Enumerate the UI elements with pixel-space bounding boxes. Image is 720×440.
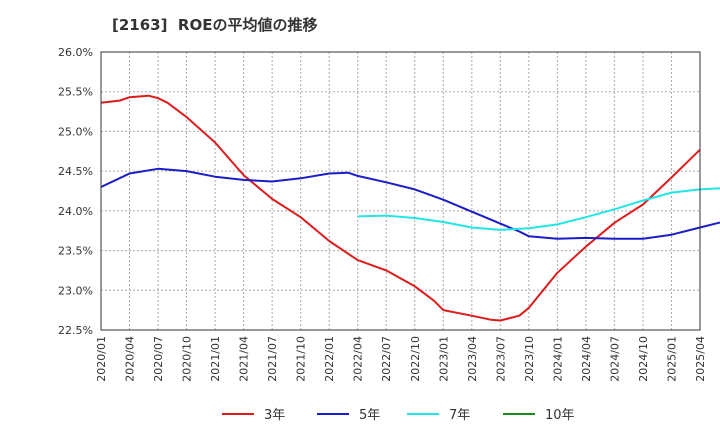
x-tick-label: 2020/04 [124, 336, 137, 382]
x-axis: 2020/01 2020/04 2020/07 2020/10 2021/01 2021/… [95, 336, 707, 382]
y-tick-label: 23.5% [58, 245, 93, 258]
x-tick-label: 2023/04 [466, 336, 479, 382]
y-tick-label: 26.0% [58, 46, 93, 59]
x-tick-label: 2024/07 [608, 336, 621, 382]
plot-frame [100, 51, 701, 331]
series-layer [100, 94, 720, 322]
x-tick-label: 2021/04 [238, 336, 251, 382]
x-tick-label: 2022/01 [323, 336, 336, 382]
x-tick-label: 2020/07 [152, 336, 165, 382]
x-tick-label: 2022/07 [380, 336, 393, 382]
x-tick-label: 2023/10 [523, 336, 536, 382]
legend-label-3: 10年 [545, 408, 575, 423]
x-tick-label: 2020/01 [95, 336, 108, 382]
chart-title: [2163] ROEの平均値の推移 [112, 16, 318, 34]
x-tick-label: 2024/01 [551, 336, 564, 382]
x-tick-label: 2025/01 [665, 336, 678, 382]
x-tick-label: 2023/07 [494, 336, 507, 382]
y-tick-label: 23.0% [58, 284, 93, 297]
x-tick-label: 2023/01 [437, 336, 450, 382]
legend-label-1: 5年 [359, 408, 380, 423]
legend-label-0: 3年 [264, 408, 285, 423]
x-tick-label: 2024/10 [637, 336, 650, 382]
x-tick-label: 2021/10 [295, 336, 308, 382]
x-tick-label: 2025/04 [694, 336, 707, 382]
x-tick-label: 2021/07 [266, 336, 279, 382]
y-tick-label: 24.5% [58, 165, 93, 178]
series-line-2 [357, 187, 720, 231]
grid [100, 51, 701, 331]
x-tick-label: 2021/01 [209, 336, 222, 382]
x-tick-label: 2022/10 [409, 336, 422, 382]
x-tick-label: 2020/10 [181, 336, 194, 382]
legend-label-2: 7年 [449, 408, 470, 423]
x-tick-label: 2022/04 [352, 336, 365, 382]
y-tick-label: 22.5% [58, 324, 93, 337]
y-axis: 26.0% 25.5% 25.0% 24.5% 24.0% 23.5% 23.0% 22.5% [58, 46, 93, 337]
y-tick-label: 24.0% [58, 205, 93, 218]
series-line-1 [100, 167, 720, 240]
y-tick-label: 25.5% [58, 86, 93, 99]
series-line-0 [100, 94, 701, 322]
y-tick-label: 25.0% [58, 125, 93, 138]
legend: 3年 5年 7年 10年 [222, 408, 575, 423]
x-tick-label: 2024/04 [580, 336, 593, 382]
